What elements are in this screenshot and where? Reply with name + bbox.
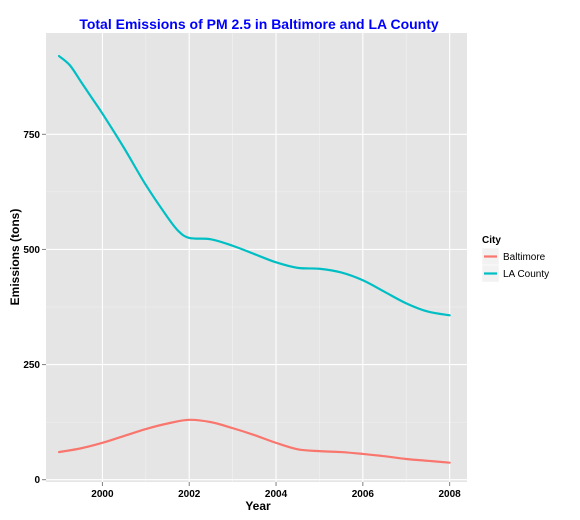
legend-label-baltimore: Baltimore [503,252,546,263]
series-lines [57,54,451,464]
minor-gridlines [46,33,467,482]
legend: City Baltimore LA County [481,235,549,283]
y-axis-ticks: 0 250 500 750 [23,130,46,486]
x-axis-ticks: 2000 2002 2004 2006 2008 [91,482,461,500]
legend-title: City [482,235,501,246]
series-line-la-county [57,54,451,317]
major-gridlines [46,33,467,482]
x-tick-label: 2004 [265,489,288,500]
y-tick-label: 500 [23,245,40,256]
y-tick-label: 0 [34,475,40,486]
x-tick-label: 2000 [91,489,114,500]
x-tick-label: 2006 [352,489,375,500]
series-line-baltimore [57,418,451,464]
plot-panel [46,33,467,482]
legend-label-la-county: LA County [503,269,549,280]
x-tick-label: 2002 [178,489,201,500]
y-tick-label: 750 [23,130,40,141]
x-tick-label: 2008 [439,489,462,500]
x-axis-title: Year [245,499,271,513]
chart-title: Total Emissions of PM 2.5 in Baltimore a… [79,16,439,32]
y-axis-title: Emissions (tons) [8,209,22,306]
y-tick-label: 250 [23,360,40,371]
